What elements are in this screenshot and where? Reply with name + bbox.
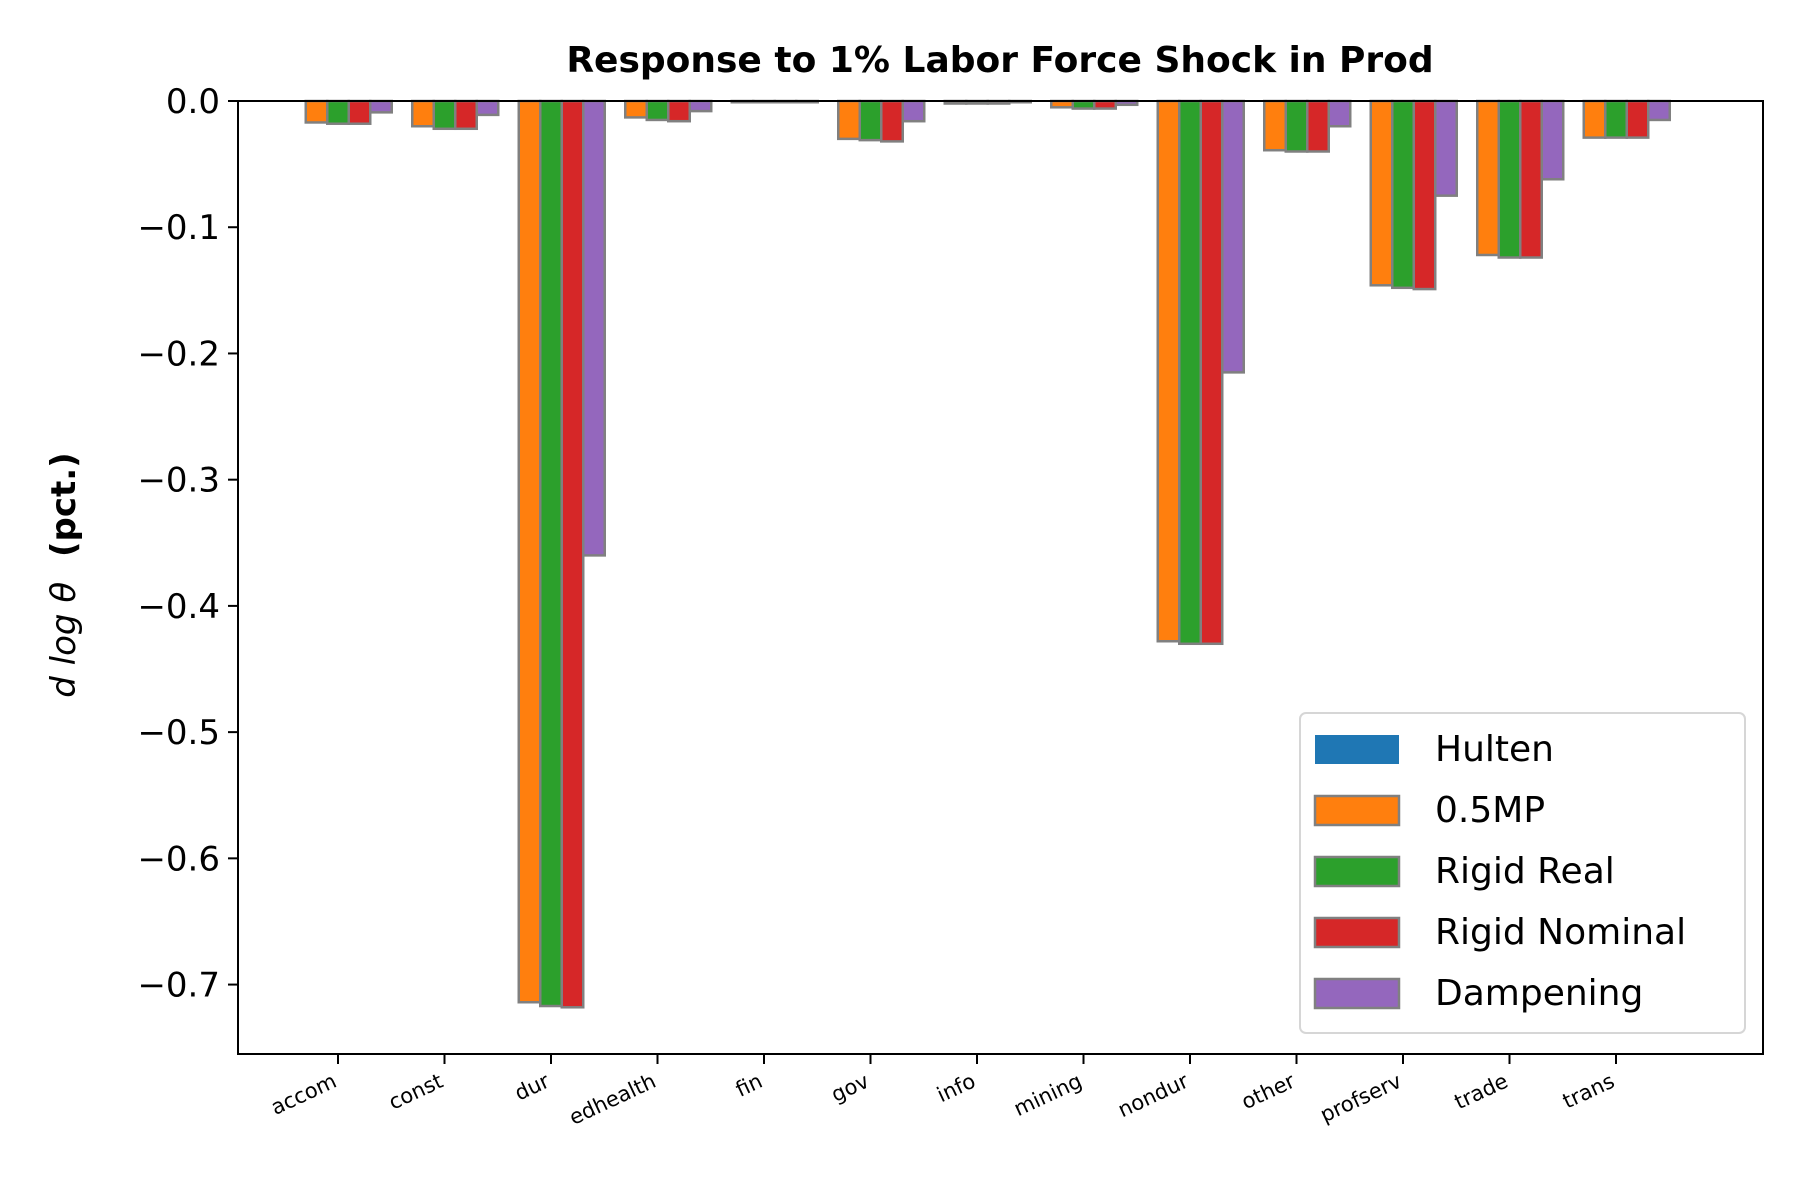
y-axis-label-suffix: (pct.)	[44, 452, 84, 557]
bar-rigid-real-trans	[1604, 99, 1628, 139]
bar-rigid-real-gov	[858, 99, 883, 142]
legend-swatch-hulten	[1315, 735, 1399, 764]
legend-box	[1299, 712, 1746, 1034]
bar-0-5mp-trade	[1476, 99, 1500, 257]
bar-rigid-real-other	[1284, 99, 1309, 153]
legend: Hulten 0.5MP Rigid Real Rigid Nominal Dampen…	[1299, 712, 1746, 1034]
bar-rigid-nominal-trans	[1625, 99, 1650, 139]
bar-rigid-real-trade	[1497, 99, 1522, 259]
bar-0-5mp-nondur	[1156, 99, 1181, 643]
bar-rigid-real-profserv	[1391, 99, 1415, 290]
svg-text:d log θ (pct.): d log θ (pct.)	[44, 452, 84, 697]
bar-dampening-dur	[582, 99, 606, 557]
y-tick-label: −0.3	[137, 461, 220, 501]
y-tick-label: −0.1	[137, 208, 220, 248]
y-axis-label: d log θ (pct.)	[44, 452, 84, 697]
bar-rigid-nominal-other	[1306, 99, 1330, 153]
bar-rigid-nominal-mining	[1093, 99, 1117, 110]
bar-rigid-real-const	[432, 99, 457, 131]
y-tick-label: 0.0	[166, 82, 220, 122]
bar-dampening-const	[475, 99, 500, 117]
bar-rigid-nominal-const	[454, 99, 478, 131]
bar-0-5mp-accom	[304, 99, 329, 124]
legend-swatch-rigid-real	[1313, 855, 1401, 888]
legend-label-dampening: Dampening	[1435, 973, 1643, 1014]
y-tick-label: −0.2	[137, 334, 220, 374]
bar-dampening-accom	[369, 99, 393, 114]
bar-0-5mp-gov	[837, 99, 861, 141]
y-tick-label: −0.4	[137, 587, 220, 627]
bar-dampening-gov	[901, 99, 926, 123]
bar-dampening-profserv	[1434, 99, 1458, 197]
bar-rigid-real-dur	[539, 99, 563, 1008]
bar-rigid-real-edhealth	[645, 99, 670, 122]
y-axis-label-math: d log θ	[44, 582, 84, 698]
bar-dampening-other	[1327, 99, 1352, 128]
bar-rigid-real-accom	[326, 99, 350, 125]
bar-dampening-trans	[1647, 99, 1671, 122]
legend-label-hulten: Hulten	[1435, 729, 1554, 770]
bar-0-5mp-const	[411, 99, 435, 128]
legend-label-rigid-real: Rigid Real	[1435, 851, 1615, 892]
bar-0-5mp-trans	[1582, 99, 1607, 139]
axes-frame	[237, 100, 1764, 1055]
bar-dampening-trade	[1540, 99, 1565, 181]
y-tick-label: −0.5	[137, 713, 220, 753]
bar-dampening-nondur	[1221, 99, 1245, 374]
legend-swatch-0-5mp	[1313, 794, 1401, 827]
bar-0-5mp-edhealth	[624, 99, 648, 119]
chart-title: Response to 1% Labor Force Shock in Prod	[566, 40, 1433, 81]
bar-rigid-nominal-edhealth	[667, 99, 691, 123]
legend-label-rigid-nominal: Rigid Nominal	[1435, 912, 1686, 953]
bar-rigid-real-nondur	[1178, 99, 1202, 646]
bar-rigid-real-mining	[1071, 99, 1096, 110]
bar-rigid-nominal-profserv	[1412, 99, 1437, 291]
bar-0-5mp-profserv	[1369, 99, 1394, 287]
y-tick-label: −0.7	[137, 966, 220, 1006]
y-tick-label: −0.6	[137, 839, 220, 879]
bar-0-5mp-other	[1263, 99, 1287, 152]
legend-label-0-5mp: 0.5MP	[1435, 790, 1545, 831]
legend-swatch-dampening	[1313, 977, 1401, 1010]
legend-swatch-rigid-nominal	[1313, 916, 1401, 949]
bar-rigid-nominal-accom	[347, 99, 372, 125]
bar-0-5mp-dur	[517, 99, 542, 1004]
bar-dampening-edhealth	[688, 99, 713, 113]
bar-rigid-nominal-nondur	[1199, 99, 1224, 646]
bar-rigid-nominal-trade	[1519, 99, 1543, 259]
bar-rigid-nominal-gov	[880, 99, 904, 143]
bar-rigid-nominal-dur	[560, 99, 585, 1009]
